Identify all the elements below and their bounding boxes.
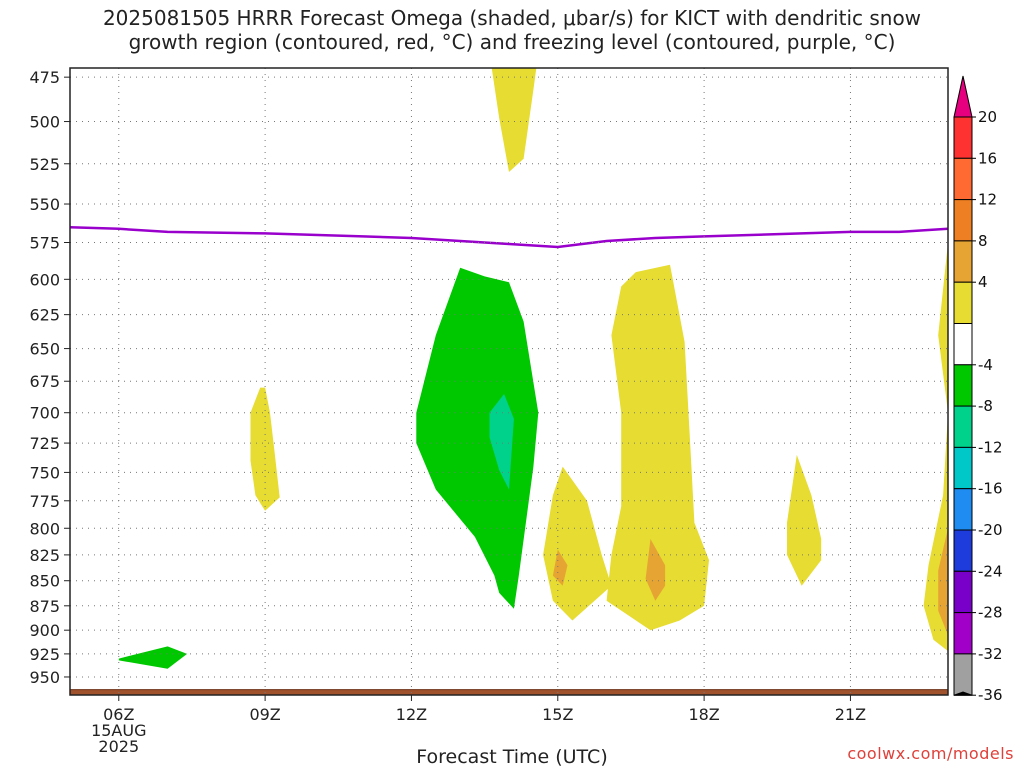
omega-region-9 bbox=[787, 454, 822, 586]
terrain-bar bbox=[70, 689, 948, 695]
colorbar-segment bbox=[953, 157, 973, 201]
x-tick-label: 06Z bbox=[103, 705, 134, 724]
x-axis-label: Forecast Time (UTC) bbox=[416, 746, 608, 768]
plot-area bbox=[70, 68, 948, 695]
colorbar: 20 16 12 8 4 -4 -8 -12 -16 -20 -24 -28 -32 -36 bbox=[953, 75, 1003, 704]
colorbar-label: 8 bbox=[978, 232, 988, 250]
colorbar-label: -24 bbox=[978, 562, 1003, 580]
colorbar-segment bbox=[953, 653, 973, 696]
colorbar-bottom-triangle bbox=[953, 691, 973, 696]
y-tick-label: 625 bbox=[29, 306, 60, 325]
colorbar-segment bbox=[953, 570, 973, 614]
y-tick-label: 575 bbox=[29, 233, 60, 252]
colorbar-segment bbox=[953, 240, 973, 283]
freezing-level-line bbox=[70, 226, 948, 249]
colorbar-label: 4 bbox=[978, 273, 988, 291]
colorbar-segment bbox=[953, 529, 973, 572]
omega-region-11 bbox=[938, 528, 948, 635]
colorbar-segment bbox=[953, 405, 973, 448]
x-date-label: 15AUG bbox=[91, 721, 146, 740]
colorbar-label: -4 bbox=[978, 356, 993, 374]
y-tick-label: 825 bbox=[29, 546, 60, 565]
y-tick-label: 750 bbox=[29, 463, 60, 482]
y-tick-label: 850 bbox=[29, 572, 60, 591]
colorbar-top-triangle bbox=[953, 75, 973, 118]
y-tick-label: 775 bbox=[29, 492, 60, 511]
colorbar-segment bbox=[953, 612, 973, 655]
x-tick-label: 09Z bbox=[249, 705, 280, 724]
omega-region-7 bbox=[552, 549, 568, 586]
chart-title: 2025081505 HRRR Forecast Omega (shaded, … bbox=[0, 6, 1024, 54]
omega-region-8 bbox=[645, 539, 666, 601]
x-tick-label: 12Z bbox=[396, 705, 427, 724]
y-tick-label: 925 bbox=[29, 645, 60, 664]
axes: 475 500 525 550 575 600 625 650 675 700 725 750 775 8… bbox=[29, 67, 949, 756]
y-tick-label: 550 bbox=[29, 195, 60, 214]
y-tick-label: 525 bbox=[29, 155, 60, 174]
y-tick-label: 650 bbox=[29, 340, 60, 359]
omega-region-10 bbox=[923, 242, 948, 652]
colorbar-segment bbox=[953, 116, 973, 159]
colorbar-label: 12 bbox=[978, 191, 997, 209]
colorbar-label: 20 bbox=[978, 108, 997, 126]
y-tick-label: 500 bbox=[29, 113, 60, 132]
y-tick-label: 800 bbox=[29, 519, 60, 538]
colorbar-label: -8 bbox=[978, 397, 993, 415]
x-tick-label: 18Z bbox=[688, 705, 719, 724]
colorbar-segment bbox=[953, 446, 973, 490]
omega-region-4 bbox=[489, 394, 514, 490]
grid bbox=[70, 68, 948, 695]
omega-region-1 bbox=[250, 387, 280, 511]
omega-region-6 bbox=[606, 264, 709, 631]
omega-region-3 bbox=[416, 267, 539, 609]
colorbar-label: -12 bbox=[978, 438, 1003, 456]
colorbar-segment bbox=[953, 364, 973, 407]
y-tick-label: 900 bbox=[29, 621, 60, 640]
x-tick-label: 15Z bbox=[542, 705, 573, 724]
y-tick-label: 600 bbox=[29, 270, 60, 289]
colorbar-label: 16 bbox=[978, 149, 997, 167]
colorbar-label: -20 bbox=[978, 521, 1003, 539]
y-tick-label: 875 bbox=[29, 597, 60, 616]
y-tick-label: 700 bbox=[29, 404, 60, 423]
y-tick-label: 725 bbox=[29, 434, 60, 453]
colorbar-label: -28 bbox=[978, 604, 1003, 622]
colorbar-label: -16 bbox=[978, 480, 1003, 498]
colorbar-label: -32 bbox=[978, 645, 1003, 663]
credit-text: coolwx.com/models bbox=[847, 744, 1014, 763]
y-tick-label: 950 bbox=[29, 668, 60, 687]
x-tick-label: 21Z bbox=[835, 705, 866, 724]
colorbar-segment bbox=[953, 488, 973, 531]
omega-region-0 bbox=[118, 646, 188, 669]
colorbar-segment bbox=[953, 281, 973, 325]
title-line-2: growth region (contoured, red, °C) and f… bbox=[128, 30, 896, 54]
colorbar-segment bbox=[953, 323, 973, 366]
omega-region-2 bbox=[491, 68, 537, 172]
y-tick-label: 675 bbox=[29, 372, 60, 391]
y-tick-label: 475 bbox=[29, 68, 60, 87]
x-date-label: 2025 bbox=[98, 737, 139, 756]
colorbar-label: -36 bbox=[978, 686, 1003, 704]
title-line-1: 2025081505 HRRR Forecast Omega (shaded, … bbox=[102, 6, 922, 30]
colorbar-segment bbox=[953, 199, 973, 242]
